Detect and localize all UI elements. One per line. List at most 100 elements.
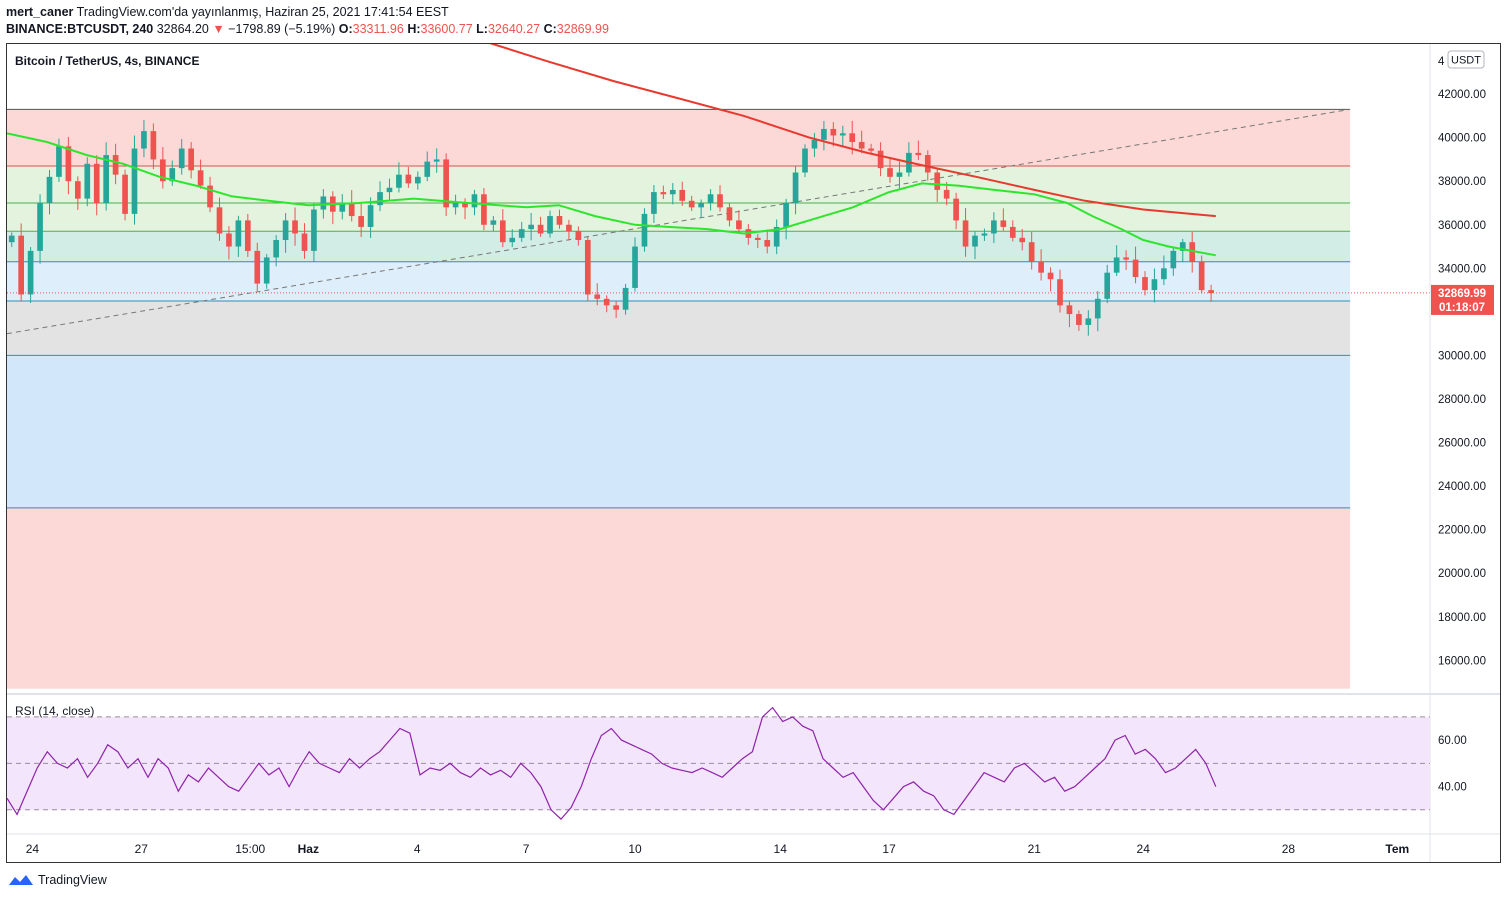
candle[interactable] [1198,261,1205,291]
candle[interactable] [282,220,289,241]
candle[interactable] [981,233,988,236]
candle[interactable] [962,220,969,247]
candle[interactable] [613,305,619,310]
candle[interactable] [877,150,884,169]
candle[interactable] [632,246,638,288]
candle[interactable] [736,220,742,230]
candle[interactable] [1047,272,1054,280]
candle[interactable] [292,220,298,234]
candle[interactable] [783,202,789,227]
candle[interactable] [471,194,478,208]
candle[interactable] [688,200,695,208]
candle[interactable] [584,240,591,295]
candle[interactable] [443,159,449,208]
candle[interactable] [235,220,242,247]
candle[interactable] [896,172,903,177]
candle[interactable] [622,287,629,310]
trendline[interactable] [7,108,1351,335]
candle[interactable] [1179,242,1186,251]
candle[interactable] [405,174,412,184]
candle[interactable] [1132,259,1139,278]
candle[interactable] [46,176,53,203]
candle[interactable] [1019,237,1026,243]
candle[interactable] [311,209,317,251]
candle[interactable] [1076,314,1082,325]
candle[interactable] [1104,272,1111,299]
candle[interactable] [679,189,686,201]
candle[interactable] [197,170,204,186]
candle[interactable] [301,233,308,251]
candle[interactable] [18,235,24,295]
candle[interactable] [528,224,534,230]
candle[interactable] [462,202,468,208]
candle[interactable] [367,205,374,227]
candle[interactable] [131,148,138,214]
currency-badge[interactable]: USDT [1447,50,1485,69]
candle[interactable] [1057,279,1063,306]
candle[interactable] [669,189,676,195]
candle[interactable] [556,216,563,225]
candle[interactable] [27,250,34,295]
candle[interactable] [915,152,922,156]
candle[interactable] [452,202,459,208]
candle[interactable] [263,257,270,284]
candle[interactable] [566,224,572,232]
candle[interactable] [74,181,81,199]
candle[interactable] [433,159,440,162]
candle[interactable] [509,237,516,243]
candle[interactable] [396,174,402,188]
candle[interactable] [972,235,978,247]
moving-average-fast[interactable] [7,132,1216,257]
candle[interactable] [887,168,893,177]
rsi-line[interactable] [7,706,1217,820]
candle[interactable] [377,192,383,206]
candle[interactable] [1170,250,1177,269]
candle[interactable] [122,174,128,214]
candle[interactable] [169,168,176,182]
candle[interactable] [868,148,874,151]
candle[interactable] [839,133,846,136]
candle[interactable] [424,161,431,177]
candle[interactable] [254,250,261,284]
candle[interactable] [773,226,780,247]
candle[interactable] [8,235,15,243]
candle[interactable] [481,194,487,225]
candle[interactable] [150,131,157,160]
candle[interactable] [660,192,667,195]
candle[interactable] [1151,279,1158,291]
candle[interactable] [499,220,506,243]
candle[interactable] [717,194,723,208]
candle[interactable] [112,155,119,175]
candle[interactable] [1009,226,1016,238]
candle[interactable] [830,128,837,136]
candle[interactable] [934,172,941,190]
candle[interactable] [821,128,827,140]
candle[interactable] [178,148,185,169]
candle[interactable] [1123,257,1129,260]
candle[interactable] [991,220,997,234]
candle[interactable] [953,198,959,221]
candle[interactable] [56,146,62,177]
candle[interactable] [1028,242,1035,262]
candle[interactable] [1142,277,1148,291]
candle[interactable] [849,133,856,143]
candle[interactable] [1161,268,1167,280]
candle[interactable] [726,207,733,221]
candle[interactable] [764,240,771,247]
candle[interactable] [358,216,364,227]
username[interactable]: mert_caner [6,5,74,19]
candle[interactable] [575,231,582,241]
candle[interactable] [537,224,544,234]
candle[interactable] [651,192,657,214]
candle[interactable] [244,220,251,251]
candle[interactable] [37,202,43,251]
candle[interactable] [707,194,714,203]
candle[interactable] [159,159,166,182]
candle[interactable] [84,163,91,199]
candle[interactable] [1189,242,1196,262]
candle[interactable] [65,146,72,182]
candle[interactable] [924,155,931,173]
candle[interactable] [216,207,223,234]
candle[interactable] [547,216,553,234]
